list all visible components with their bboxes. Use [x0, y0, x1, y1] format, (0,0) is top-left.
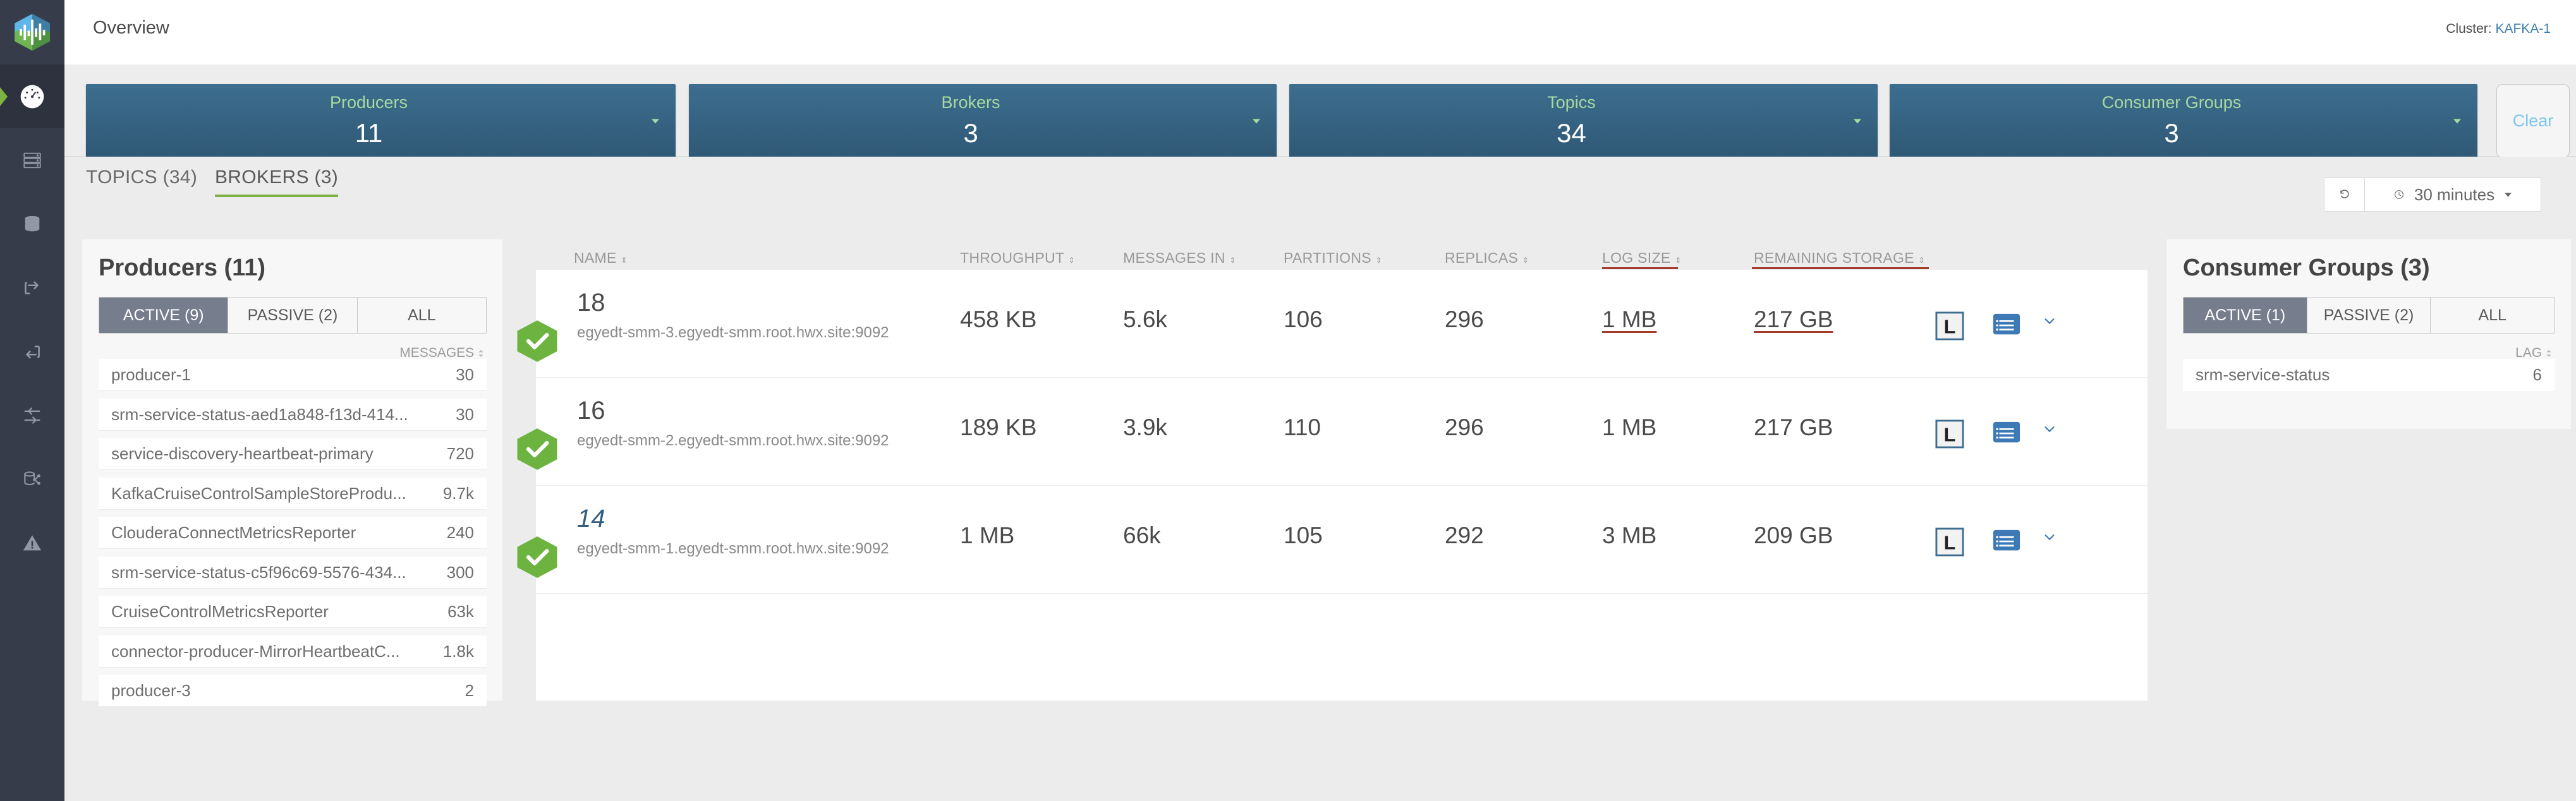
svg-text:L: L — [1944, 533, 1956, 554]
svg-text:L: L — [1944, 425, 1956, 446]
svg-text:L: L — [1944, 316, 1956, 338]
